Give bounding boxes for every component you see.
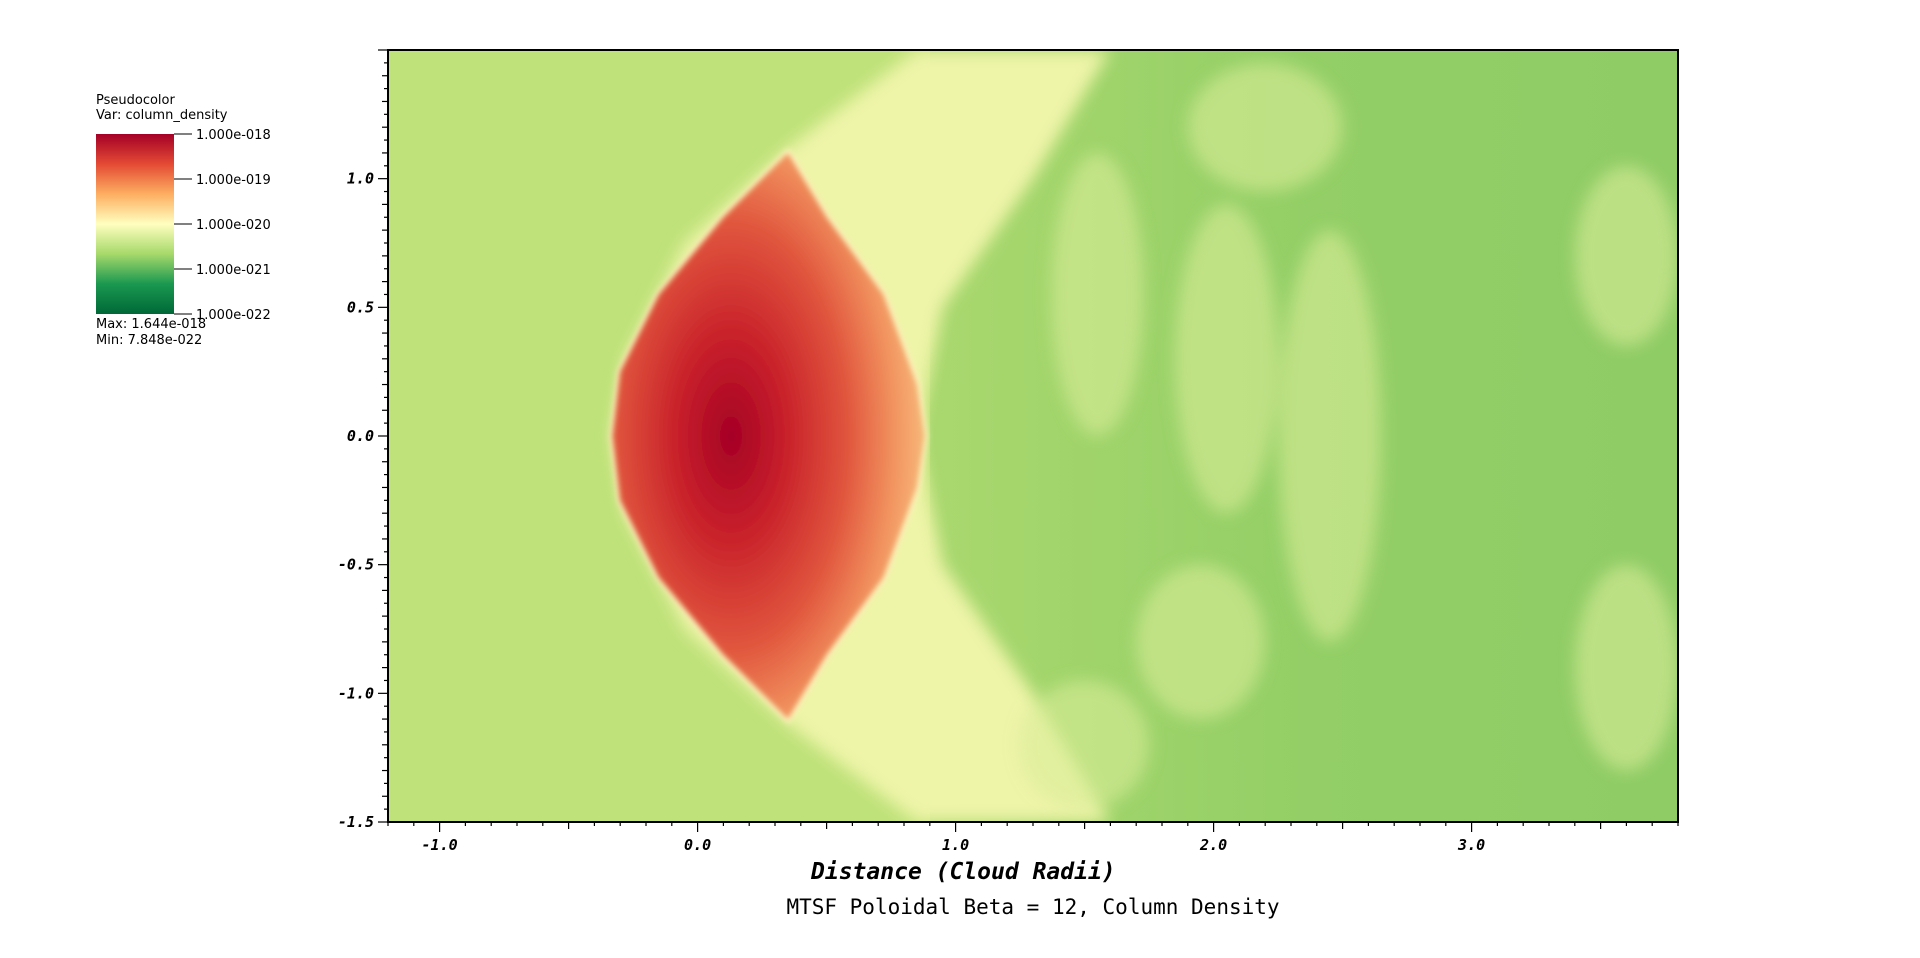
- y-axis: -1.5 -1.0 -0.5 0.0 0.5 1.0: [338, 49, 388, 831]
- y-tick-label: 1.0: [347, 170, 374, 188]
- colorbar-tick-label: 1.000e-018: [196, 128, 271, 143]
- wake-filament: [1136, 564, 1266, 720]
- colorbar: [96, 134, 174, 314]
- colorbar-tick-label: 1.000e-021: [196, 263, 271, 278]
- heatmap-field: [388, 50, 1678, 822]
- colorbar-legend: Pseudocolor Var: column_density Max: 1.6…: [96, 94, 326, 364]
- wake-filament: [1574, 564, 1678, 771]
- x-tick-label: 1.0: [942, 836, 969, 854]
- wake-turbulence: [1020, 62, 1678, 810]
- legend-plot-type: Pseudocolor: [96, 93, 175, 108]
- legend-variable: Var: column_density: [96, 108, 228, 123]
- y-tick-label: -1.0: [338, 684, 374, 702]
- colorbar-ticks: 1.000e-018 1.000e-019 1.000e-020 1.000e-021…: [174, 128, 271, 323]
- wake-filament: [1574, 165, 1678, 346]
- x-axis-title: Distance (Cloud Radii): [810, 859, 1116, 885]
- plot-title: MTSF Poloidal Beta = 12, Column Density: [786, 895, 1279, 919]
- colorbar-tick-label: 1.000e-020: [196, 218, 271, 233]
- x-tick-label: -1.0: [422, 836, 458, 854]
- y-tick-label: -0.5: [338, 556, 374, 574]
- x-tick-label: 2.0: [1199, 836, 1227, 854]
- wake-filament: [1020, 680, 1150, 810]
- wake-filament: [1174, 204, 1279, 514]
- y-tick-label: 0.5: [347, 298, 374, 316]
- cloud-core: [612, 152, 925, 720]
- x-tick-label: 0.0: [684, 836, 711, 854]
- wake-filament: [1051, 152, 1144, 436]
- x-tick-label: 3.0: [1457, 836, 1485, 854]
- colorbar-tick-label: 1.000e-022: [196, 308, 271, 323]
- legend-min: Min: 7.848e-022: [96, 333, 203, 348]
- y-tick-label: 0.0: [347, 427, 374, 445]
- x-axis: -1.0 0.0 1.0 2.0 3.0: [387, 822, 1679, 854]
- legend-max: Max: 1.644e-018: [96, 317, 207, 332]
- wake-filament: [1278, 230, 1382, 642]
- wake-filament: [1187, 62, 1343, 192]
- y-tick-label: -1.5: [338, 813, 374, 831]
- colorbar-tick-label: 1.000e-019: [196, 173, 271, 188]
